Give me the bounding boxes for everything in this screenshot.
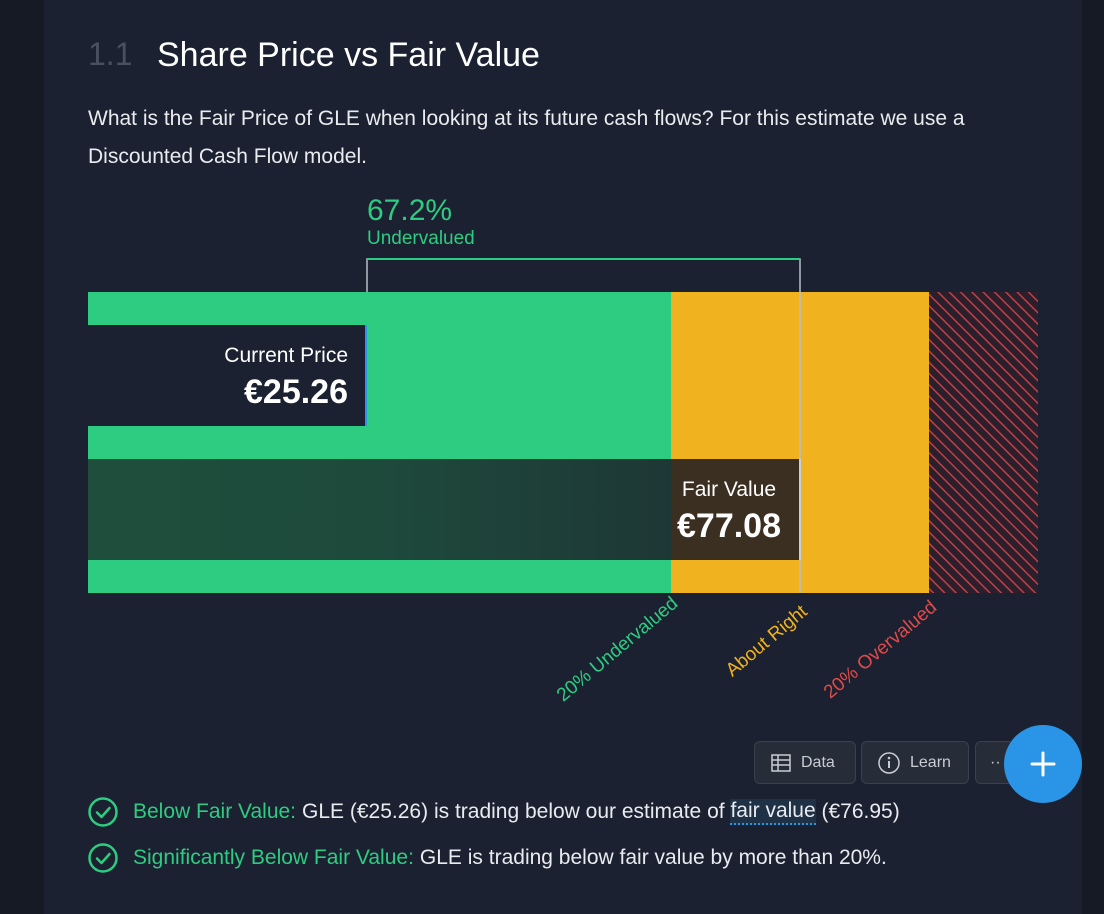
- fair-value-label: Fair Value: [681, 478, 777, 501]
- current-price-value: €25.26: [244, 373, 348, 411]
- learn-button[interactable]: Learn: [861, 741, 969, 784]
- check-circle-icon: [88, 797, 118, 827]
- plus-icon: [1030, 751, 1056, 777]
- check-title: Below Fair Value:: [133, 800, 297, 823]
- current-price-bar: [88, 325, 366, 426]
- undervalued-label: Undervalued: [367, 228, 475, 249]
- section-title: Share Price vs Fair Value: [157, 36, 540, 74]
- check-title: Significantly Below Fair Value:: [133, 846, 414, 869]
- current-price-label: Current Price: [224, 344, 348, 367]
- check-significantly-below: Significantly Below Fair Value: GLE is t…: [88, 843, 887, 873]
- left-gutter: [0, 0, 44, 914]
- add-button[interactable]: [1004, 725, 1082, 803]
- check-circle-icon: [88, 843, 118, 873]
- table-icon: [771, 753, 791, 772]
- fair-value-label-bg: [671, 459, 800, 560]
- data-button[interactable]: Data: [754, 741, 856, 784]
- zone-overvalued-bar: [929, 292, 1038, 593]
- info-icon: [878, 751, 900, 774]
- fair-value-link[interactable]: fair value: [730, 799, 816, 825]
- check-below-fair-value: Below Fair Value: GLE (€25.26) is tradin…: [88, 797, 900, 827]
- fair-value-value: €77.08: [677, 507, 781, 545]
- more-icon: ··: [990, 753, 1001, 771]
- intro-text: What is the Fair Price of GLE when looki…: [88, 107, 965, 168]
- check-text: GLE (€25.26) is trading below our estima…: [302, 800, 725, 823]
- check-text: GLE is trading below fair value by more …: [419, 846, 887, 869]
- check-text-after: (€76.95): [821, 800, 900, 823]
- right-gutter: [1082, 0, 1104, 914]
- undervalued-percent: 67.2%: [367, 194, 453, 227]
- section-number: 1.1: [88, 36, 133, 72]
- data-button-label: Data: [801, 753, 835, 771]
- learn-button-label: Learn: [910, 753, 951, 771]
